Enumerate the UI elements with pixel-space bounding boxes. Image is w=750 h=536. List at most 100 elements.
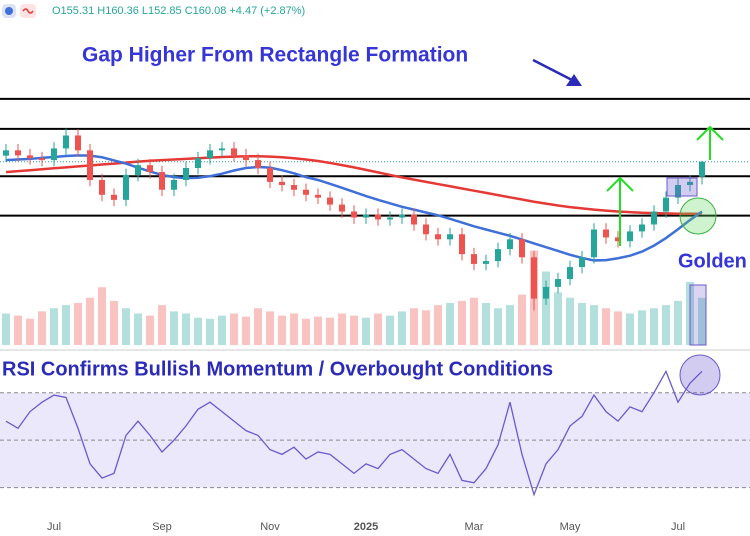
- candle-body: [303, 189, 309, 195]
- candle-body: [687, 181, 693, 186]
- candle-body: [399, 214, 405, 218]
- candle-body: [579, 257, 585, 268]
- volume-bar: [194, 317, 202, 345]
- volume-bar: [590, 305, 598, 345]
- candle-body: [567, 267, 573, 280]
- candle-body: [75, 135, 81, 151]
- candle-body: [111, 194, 117, 200]
- x-tick-label: May: [560, 521, 581, 533]
- candle-body: [159, 172, 165, 190]
- x-tick-label: Jul: [47, 521, 61, 533]
- moving-average: [5, 154, 703, 262]
- volume-bar: [230, 313, 238, 345]
- volume-bar: [110, 300, 118, 345]
- candle-body: [135, 165, 141, 175]
- candle-body: [123, 174, 129, 200]
- volume-bar: [434, 305, 442, 345]
- volume-bar: [554, 292, 562, 345]
- candle-body: [495, 249, 501, 262]
- candle-body: [207, 150, 213, 159]
- x-tick-label: Nov: [260, 521, 280, 533]
- volume-bar: [314, 316, 322, 345]
- volume-bar: [26, 318, 34, 345]
- candle-body: [339, 204, 345, 212]
- candle-body: [423, 224, 429, 235]
- candle-body: [27, 155, 33, 159]
- candle-body: [255, 160, 261, 168]
- volume-bar: [542, 271, 550, 345]
- candle-body: [591, 229, 597, 258]
- volume-bar: [302, 318, 310, 345]
- volume-bar: [62, 305, 70, 345]
- volume-bar: [14, 315, 22, 345]
- x-tick-label: Sep: [152, 521, 172, 533]
- candle-body: [63, 135, 69, 149]
- volume-bar: [254, 308, 262, 345]
- candle-body: [531, 257, 537, 299]
- volume-bar: [374, 313, 382, 345]
- candle-body: [555, 279, 561, 287]
- candle-body: [663, 197, 669, 212]
- candle-body: [447, 234, 453, 240]
- candle-body: [231, 148, 237, 156]
- volume-bar: [74, 303, 82, 345]
- candle-body: [603, 229, 609, 238]
- rsi-line: [5, 369, 703, 497]
- volume-bar: [206, 318, 214, 345]
- candle-body: [375, 214, 381, 220]
- candle-body: [327, 197, 333, 205]
- volume-bar: [506, 305, 514, 345]
- volume-bar: [470, 297, 478, 345]
- candle-body: [39, 158, 45, 161]
- candle-body: [471, 254, 477, 264]
- volume-bar: [266, 311, 274, 345]
- candle-body: [675, 185, 681, 198]
- candle-body: [51, 148, 57, 161]
- volume-bar: [410, 308, 418, 345]
- volume-bar: [2, 313, 10, 345]
- volume-bar: [218, 315, 226, 345]
- volume-bar: [134, 313, 142, 345]
- volume-bar: [698, 297, 706, 345]
- candle-body: [519, 239, 525, 258]
- candle-body: [315, 194, 321, 198]
- volume-bar: [626, 313, 634, 345]
- candle-body: [459, 234, 465, 255]
- candle-body: [99, 179, 105, 195]
- volume-bar: [122, 308, 130, 345]
- candle-body: [483, 261, 489, 264]
- volume-bar: [674, 300, 682, 345]
- candle-body: [3, 150, 9, 156]
- candle-body: [507, 239, 513, 250]
- candle-body: [267, 167, 273, 182]
- candle-body: [387, 217, 393, 220]
- x-tick-label: Mar: [465, 521, 484, 533]
- volume-bar: [326, 317, 334, 345]
- candle-body: [651, 211, 657, 225]
- volume-bar: [98, 287, 106, 345]
- volume-bar: [278, 315, 286, 345]
- volume-bar: [350, 315, 358, 345]
- candle-body: [171, 179, 177, 190]
- volume-bar: [566, 297, 574, 345]
- header-icons: [2, 4, 36, 18]
- x-tick-label: Jul: [671, 521, 685, 533]
- candle-body: [147, 165, 153, 173]
- volume-bar: [290, 313, 298, 345]
- candle-body: [351, 211, 357, 218]
- candle-body: [615, 237, 621, 242]
- volume-bar: [446, 303, 454, 345]
- ohlc-header: O155.31 H160.36 L152.85 C160.08 +4.47 (+…: [52, 5, 305, 17]
- volume-bar: [50, 308, 58, 345]
- volume-bar: [650, 308, 658, 345]
- volume-bar: [614, 311, 622, 345]
- candle-body: [279, 181, 285, 186]
- volume-bar: [386, 315, 394, 345]
- volume-bar: [578, 303, 586, 345]
- volume-bar: [170, 311, 178, 345]
- volume-bar: [602, 308, 610, 345]
- candle-body: [639, 224, 645, 232]
- volume-bar: [86, 297, 94, 345]
- chart-title: Gap Higher From Rectangle Formation: [82, 44, 468, 67]
